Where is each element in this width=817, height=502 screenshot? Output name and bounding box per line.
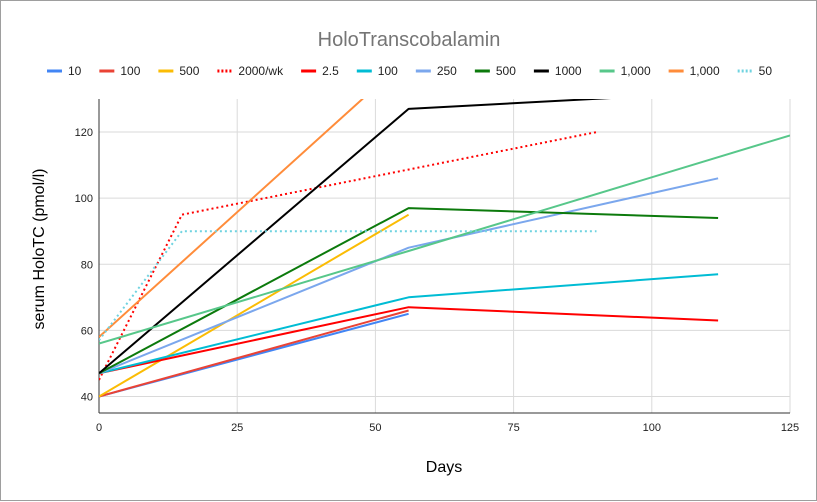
x-tick-label: 75 [507,422,519,434]
legend-label-2: 500 [179,64,199,78]
series-line-3 [99,131,597,381]
grid-lines [98,99,791,414]
legend: 10 100 500 2000/wk 2.5 100 250 500 1000 1,000 1,00… [46,64,773,78]
legend-label-10: 1,000 [690,64,720,78]
y-tick-labels: 40 60 80 100 120 [75,127,93,403]
legend-label-7: 500 [496,64,516,78]
x-tick-label: 100 [643,422,661,434]
legend-label-1: 100 [120,64,140,78]
series-line-11 [99,230,597,341]
series-line-9 [99,134,790,345]
x-tick-label: 25 [231,422,243,434]
x-axis-title: Days [426,459,462,476]
legend-label-6: 250 [437,64,457,78]
y-tick-label: 40 [81,391,93,403]
legend-label-5: 100 [378,64,398,78]
y-tick-label: 120 [75,127,93,139]
y-tick-label: 60 [81,325,93,337]
legend-label-9: 1,000 [621,64,651,78]
plot-lines [99,99,790,398]
series-line-8 [99,99,612,375]
legend-label-0: 10 [68,64,82,78]
legend-label-11: 50 [759,64,773,78]
x-tick-label: 50 [369,422,381,434]
series-line-6 [99,177,719,375]
series-line-5 [99,273,719,375]
series-line-2 [99,213,410,398]
x-tick-labels: 0 25 50 75 100 125 [96,422,799,434]
y-axis-title: serum HoloTC (pmol/l) [31,169,48,330]
series-line-7 [99,207,719,375]
x-tick-label: 125 [781,422,799,434]
legend-label-8: 1000 [555,64,582,78]
chart-title: HoloTranscobalamin [318,29,501,51]
series-line-4 [99,306,719,375]
legend-label-3: 2000/wk [238,64,284,78]
y-tick-label: 100 [75,193,93,205]
legend-label-4: 2.5 [322,64,339,78]
series-line-1 [99,309,409,398]
x-tick-label: 0 [96,422,102,434]
series-line-10 [99,99,364,338]
y-tick-label: 80 [81,259,93,271]
